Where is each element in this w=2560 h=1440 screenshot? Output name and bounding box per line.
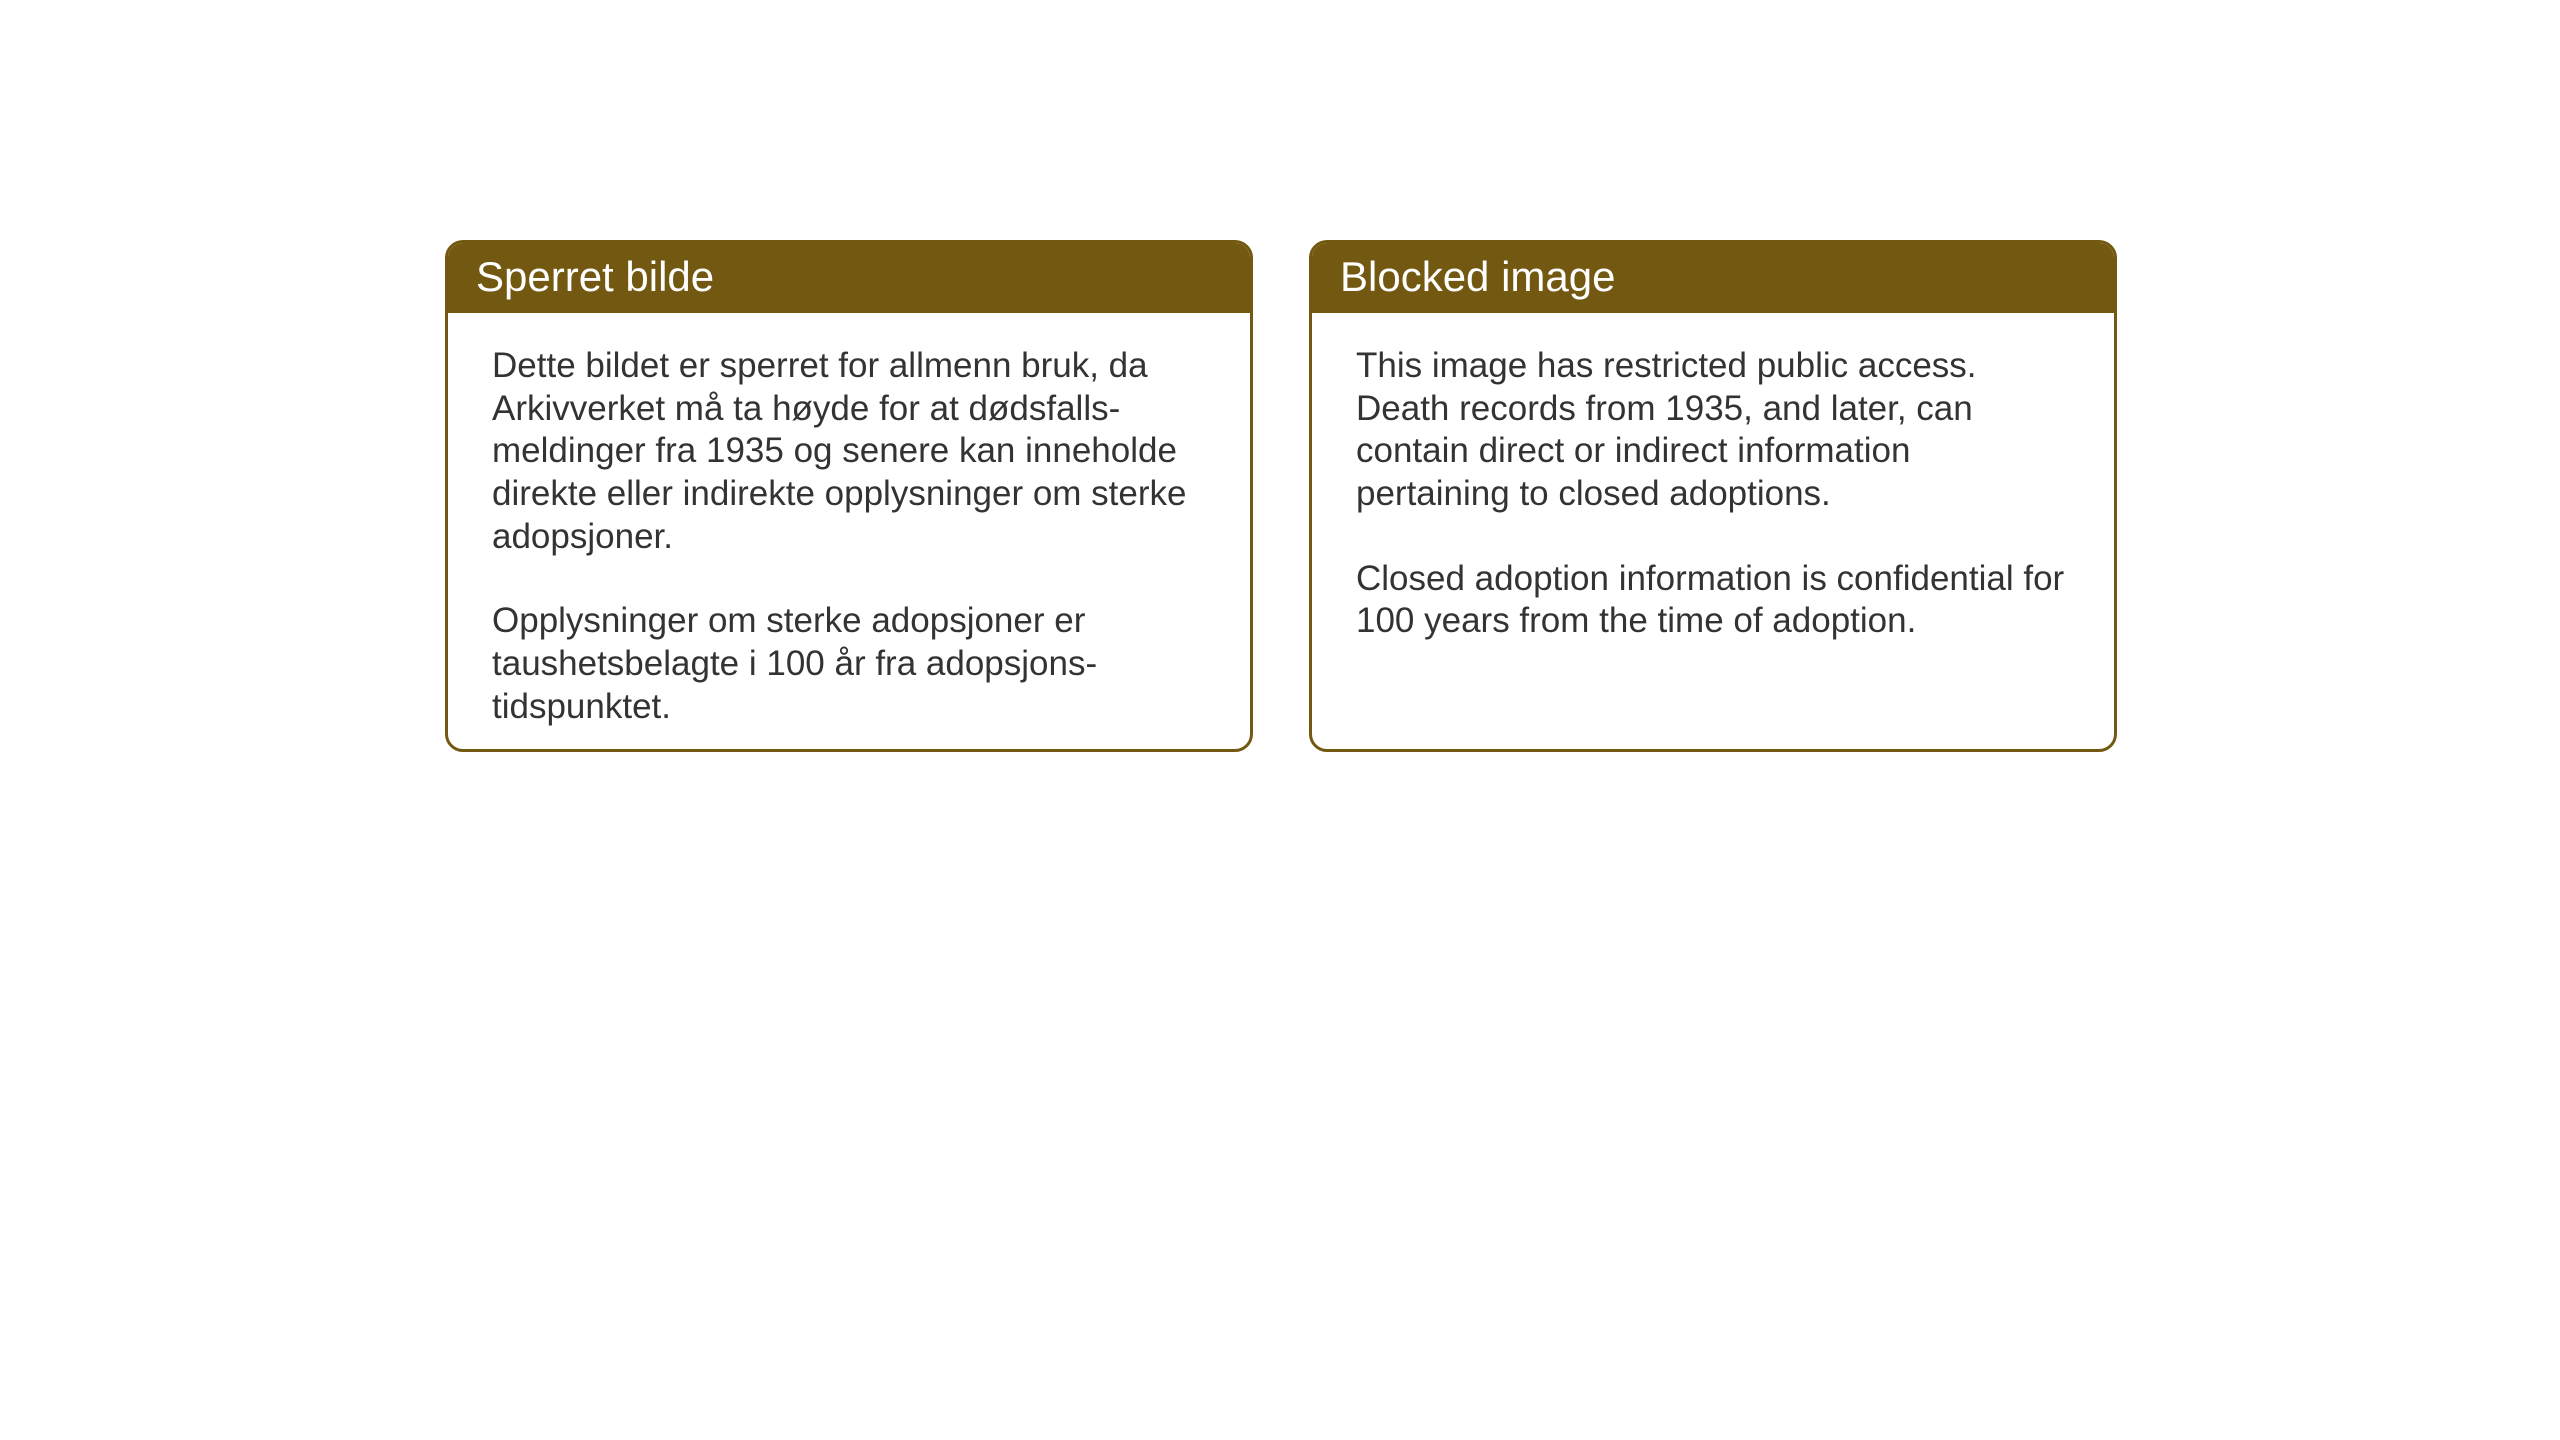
- card-paragraph-1-english: This image has restricted public access.…: [1356, 345, 2070, 516]
- card-paragraph-2-norwegian: Opplysninger om sterke adopsjoner er tau…: [492, 600, 1206, 728]
- card-body-english: This image has restricted public access.…: [1312, 313, 2114, 675]
- card-paragraph-1-norwegian: Dette bildet er sperret for allmenn bruk…: [492, 345, 1206, 558]
- card-header-norwegian: Sperret bilde: [448, 243, 1250, 313]
- card-paragraph-2-english: Closed adoption information is confident…: [1356, 558, 2070, 643]
- norwegian-notice-card: Sperret bilde Dette bildet er sperret fo…: [445, 240, 1253, 752]
- card-title-norwegian: Sperret bilde: [476, 253, 714, 300]
- card-title-english: Blocked image: [1340, 253, 1615, 300]
- cards-container: Sperret bilde Dette bildet er sperret fo…: [445, 240, 2117, 752]
- card-body-norwegian: Dette bildet er sperret for allmenn bruk…: [448, 313, 1250, 752]
- card-header-english: Blocked image: [1312, 243, 2114, 313]
- english-notice-card: Blocked image This image has restricted …: [1309, 240, 2117, 752]
